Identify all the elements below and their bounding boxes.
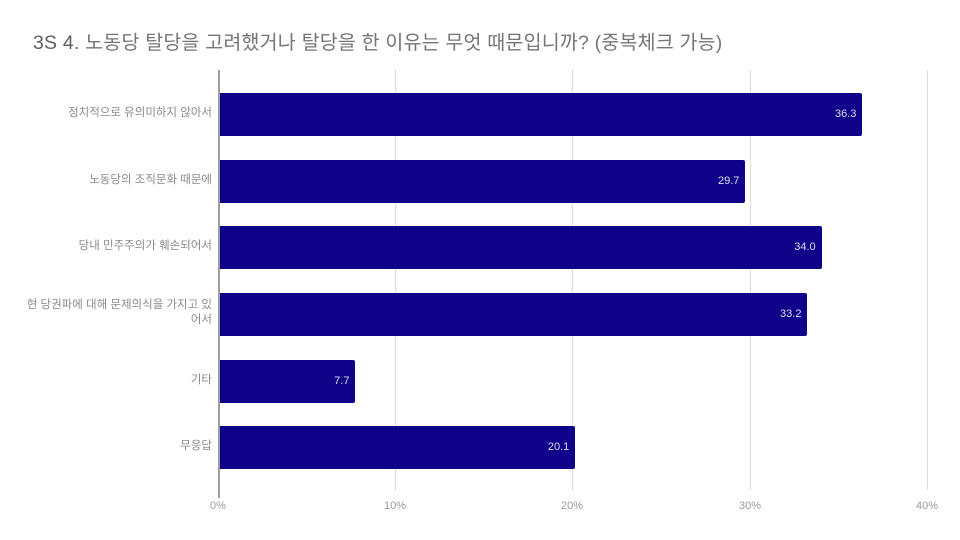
chart-title-text: 노동당 탈당을 고려했거나 탈당을 한 이유는 무엇 때문입니까? (중복체크 … [85,32,723,54]
bar-value-label: 34.0 [794,241,816,253]
bar-3[interactable]: 33.2 [219,293,808,336]
x-tick-label: 20% [560,500,584,512]
x-tick-label: 10% [383,500,407,512]
bar-2[interactable]: 34.0 [219,226,822,269]
bar-value-label: 7.7 [334,375,350,387]
category-label: 정치적으로 유의미하지 않아서 [68,107,212,119]
gridline-30 [750,70,751,490]
chart-title: 3S 4. 노동당 탈당을 고려했거나 탈당을 한 이유는 무엇 때문입니까? … [33,26,723,55]
gridline-40 [927,70,928,490]
x-tick-label: 0% [210,500,226,512]
bar-4[interactable]: 7.7 [219,360,356,403]
category-label: 무응답 [180,440,212,452]
gridline-10 [395,70,396,490]
bar-value-label: 33.2 [780,308,802,320]
bar-value-label: 29.7 [718,175,740,187]
bar-value-label: 20.1 [547,441,570,453]
category-label: 현 당권파에 대해 문제의식을 가지고 있어서 [26,299,212,326]
plot-area: 36.3 29.7 34.0 33.2 7.7 20.1 [218,70,928,498]
category-label: 당내 민주주의가 훼손되어서 [78,240,212,252]
bar-value-label: 36.3 [834,108,857,120]
x-tick-label: 40% [915,500,939,512]
chart-title-prefix: 3S 4. [33,32,80,54]
category-label: 기타 [190,374,212,386]
y-axis-line [218,70,220,498]
category-label: 노동당의 조직문화 때문에 [89,174,212,186]
bar-0[interactable]: 36.3 [219,93,863,136]
bar-1[interactable]: 29.7 [219,160,746,203]
x-tick-label: 30% [738,500,762,512]
bar-5[interactable]: 20.1 [219,426,576,469]
gridline-20 [572,70,573,490]
